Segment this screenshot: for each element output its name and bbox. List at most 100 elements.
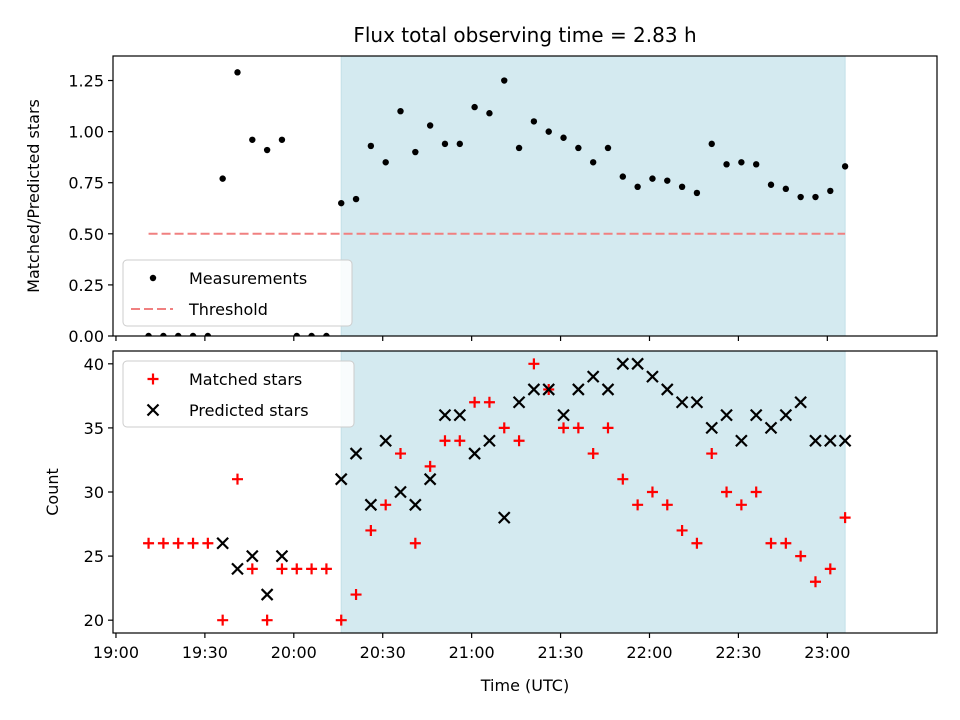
matched-star-point <box>320 563 332 575</box>
y-tick-label: 0.50 <box>68 225 104 244</box>
matched-star-point <box>809 576 821 588</box>
matched-star-point <box>380 499 392 511</box>
x-axis-label: Time (UTC) <box>480 676 569 695</box>
y-axis-label: Matched/Predicted stars <box>24 99 43 293</box>
x-tick-label: 19:30 <box>182 643 228 662</box>
matched-star-point <box>780 537 792 549</box>
measurement-point <box>234 69 241 76</box>
measurement-point <box>426 122 434 129</box>
measurement-point <box>827 187 834 195</box>
y-tick-label: 0.25 <box>68 276 104 295</box>
measurement-point <box>782 185 790 193</box>
measurement-point <box>249 136 256 143</box>
predicted-star-point <box>216 536 229 550</box>
matched-star-point <box>202 537 214 549</box>
measurement-point <box>367 142 375 150</box>
plot-marks <box>145 69 849 336</box>
matched-star-point <box>454 435 466 447</box>
measurement-point <box>160 332 167 336</box>
matched-star-point <box>602 422 614 434</box>
predicted-star-point <box>749 408 763 422</box>
matched-star-point <box>572 422 584 434</box>
measurement-point <box>693 189 701 197</box>
measurement-point <box>486 110 493 117</box>
measurement-point <box>649 175 656 182</box>
x-tick-label: 20:00 <box>271 643 317 662</box>
measurement-point <box>278 136 286 143</box>
measurement-point <box>767 181 775 188</box>
matched-star-point <box>335 614 347 626</box>
measurement-point <box>397 107 404 115</box>
measurement-point <box>219 175 226 182</box>
x-tick-label: 23:00 <box>804 643 850 662</box>
matched-star-point <box>261 614 273 626</box>
count-panel: 20 25 30 35 40 19:00 19:30 20:00 20:30 21:00 21:30… <box>43 350 938 695</box>
matched-star-point <box>558 422 570 434</box>
matched-star-point <box>217 614 229 626</box>
legend-predicted-marker <box>146 403 160 417</box>
predicted-star-point <box>690 395 704 409</box>
matched-star-point <box>839 512 851 524</box>
legend-box <box>122 259 353 327</box>
ratio-panel: 0.00 0.25 0.50 0.75 1.00 1.25 Matched/Predicte… <box>24 55 938 346</box>
predicted-star-point <box>438 408 452 422</box>
measurement-point <box>738 159 745 166</box>
chart-title: Flux total observing time = 2.83 h <box>353 23 696 47</box>
matched-star-point <box>706 448 718 460</box>
y-tick-label: 25 <box>84 547 104 566</box>
y-tick-label: 20 <box>84 611 104 630</box>
y-tick-label: 0.00 <box>68 327 104 346</box>
matched-star-point <box>824 563 836 575</box>
predicted-star-point <box>364 498 378 512</box>
predicted-star-point <box>586 370 600 383</box>
legend-label: Predicted stars <box>189 401 309 420</box>
matched-star-point <box>498 422 510 434</box>
predicted-star-point <box>838 434 852 448</box>
x-tick-label: 22:30 <box>715 643 761 662</box>
matched-star-point <box>513 435 525 447</box>
measurement-point <box>352 195 360 203</box>
predicted-star-point <box>735 434 748 448</box>
x-tick-label: 19:00 <box>93 643 139 662</box>
matched-star-point <box>424 460 436 472</box>
measurement-point <box>382 159 389 166</box>
matched-star-point <box>721 486 733 498</box>
y-tick-label: 40 <box>84 355 104 374</box>
y-tick-label: 1.25 <box>68 72 104 91</box>
predicted-star-point <box>705 421 719 435</box>
measurement-point <box>575 144 582 152</box>
predicted-star-point <box>527 383 541 396</box>
measurement-point <box>812 193 819 201</box>
matched-star-point <box>157 537 169 549</box>
matched-star-point <box>143 537 155 549</box>
predicted-star-point <box>557 408 570 422</box>
measurement-point <box>263 146 271 154</box>
matched-star-point <box>528 358 540 370</box>
observing-window-region <box>340 55 846 337</box>
legend: Measurements Threshold <box>122 259 353 327</box>
matched-star-point <box>661 499 673 511</box>
measurement-point <box>338 199 345 207</box>
matched-star-point <box>350 589 362 601</box>
predicted-star-point <box>349 447 363 460</box>
predicted-star-point <box>616 357 630 371</box>
predicted-star-point <box>231 562 244 576</box>
predicted-star-point <box>260 588 274 601</box>
axes-frame <box>112 55 938 337</box>
legend: Matched stars Predicted stars <box>122 360 355 428</box>
x-tick-label: 21:00 <box>449 643 495 662</box>
measurement-point <box>441 140 449 148</box>
predicted-star-point <box>334 472 348 486</box>
predicted-star-point <box>275 549 289 563</box>
x-tick-label: 22:00 <box>626 643 672 662</box>
matched-star-point <box>469 396 481 408</box>
matched-star-point <box>765 537 777 549</box>
matched-star-point <box>291 563 303 575</box>
matched-star-point <box>365 524 377 536</box>
measurement-point <box>619 173 627 180</box>
legend-matched-marker <box>147 373 159 385</box>
predicted-star-point <box>779 408 793 422</box>
predicted-star-point <box>246 549 259 563</box>
predicted-star-point <box>468 447 481 460</box>
